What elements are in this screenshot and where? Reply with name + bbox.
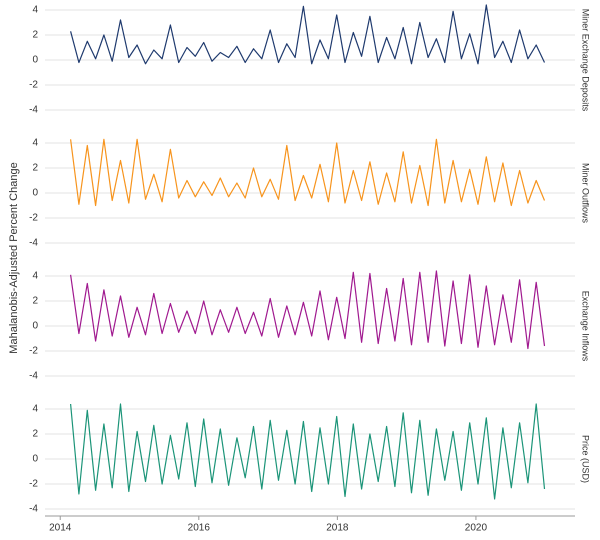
y-axis-label: Mahalanobis-Adjusted Percent Change <box>8 162 20 353</box>
y-tick-label: 0 <box>32 188 38 199</box>
y-tick-label: 2 <box>32 30 38 41</box>
y-tick-label: -2 <box>29 80 38 91</box>
y-tick-label: 4 <box>32 271 38 282</box>
y-tick-label: -4 <box>29 371 38 382</box>
series-line <box>70 4 546 65</box>
y-tick-label: -2 <box>29 346 38 357</box>
y-tick-label: 0 <box>32 454 38 465</box>
y-tick-label: 0 <box>32 321 38 332</box>
x-tick-label: 2016 <box>188 523 211 534</box>
y-tick-label: 2 <box>32 296 38 307</box>
y-tick-label: 2 <box>32 429 38 440</box>
y-tick-label: -2 <box>29 479 38 490</box>
series-line <box>70 270 546 350</box>
y-tick-label: 2 <box>32 163 38 174</box>
panel-label: Miner Outflows <box>581 163 591 224</box>
y-tick-label: -4 <box>29 504 38 515</box>
series-line <box>70 138 546 207</box>
y-tick-label: 4 <box>32 5 38 16</box>
y-tick-label: -4 <box>29 105 38 116</box>
panel-label: Price (USD) <box>581 435 591 483</box>
x-tick-label: 2020 <box>465 523 488 534</box>
x-tick-label: 2018 <box>326 523 349 534</box>
series-line <box>70 403 546 500</box>
y-tick-label: -4 <box>29 238 38 249</box>
panel-label: Miner Exchange Deposits <box>581 9 591 112</box>
x-tick-label: 2014 <box>49 523 72 534</box>
y-tick-label: 4 <box>32 404 38 415</box>
y-tick-label: 4 <box>32 138 38 149</box>
y-tick-label: -2 <box>29 213 38 224</box>
y-tick-label: 0 <box>32 55 38 66</box>
panel-label: Exchange Inflows <box>581 291 591 362</box>
